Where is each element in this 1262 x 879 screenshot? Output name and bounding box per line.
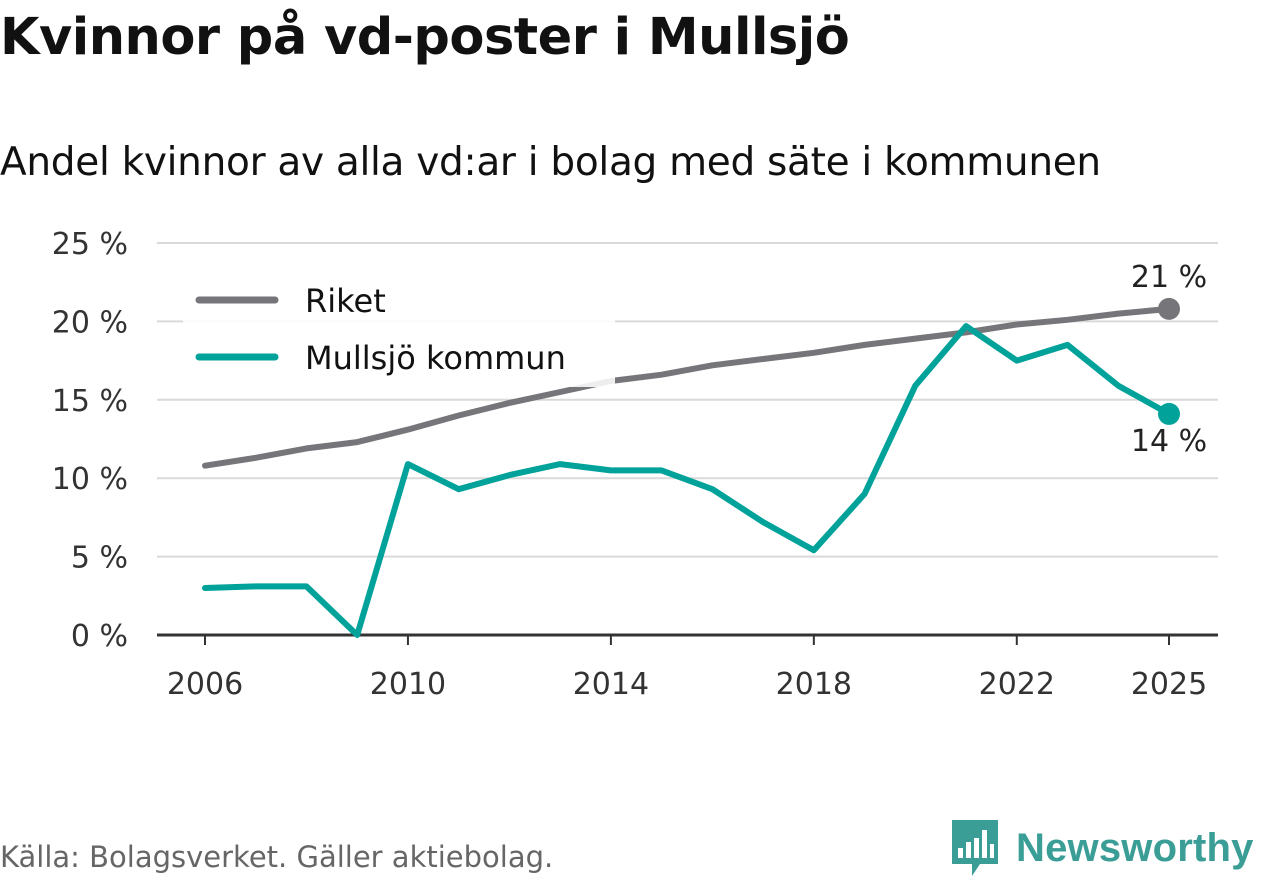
x-tick-label: 2022	[979, 667, 1055, 702]
series-line-mullsjo	[202, 323, 1172, 638]
source-note: Källa: Bolagsverket. Gäller aktiebolag.	[0, 840, 554, 874]
series-endpoint-riket	[1158, 297, 1180, 320]
x-tick-label: 2025	[1131, 667, 1207, 702]
bar-chart-icon	[952, 820, 998, 876]
brand-name: Newsworthy	[1016, 825, 1254, 870]
brand-logo: Newsworthy	[950, 818, 1254, 878]
y-tick-label: 20 %	[52, 305, 128, 340]
x-tick-label: 2018	[776, 667, 852, 702]
chart-title: Kvinnor på vd-poster i Mullsjö	[0, 8, 850, 67]
chart-subtitle: Andel kvinnor av alla vd:ar i bolag med …	[0, 140, 1101, 185]
y-tick-label: 25 %	[52, 227, 128, 262]
legend-label: Mullsjö kommun	[305, 339, 566, 377]
legend-box	[183, 272, 615, 387]
y-tick-label: 10 %	[52, 462, 128, 497]
x-tick-label: 2014	[573, 667, 649, 702]
x-tick-label: 2010	[370, 667, 446, 702]
end-value-label: 14 %	[1131, 424, 1207, 459]
end-value-label: 21 %	[1131, 260, 1207, 295]
series-endpoint-mullsjo	[1158, 402, 1180, 425]
y-tick-label: 5 %	[71, 541, 128, 576]
y-tick-label: 15 %	[52, 384, 128, 419]
legend-label: Riket	[305, 282, 386, 320]
x-tick-label: 2006	[167, 667, 243, 702]
y-tick-label: 0 %	[71, 619, 128, 654]
series-line-riket	[202, 305, 1172, 469]
